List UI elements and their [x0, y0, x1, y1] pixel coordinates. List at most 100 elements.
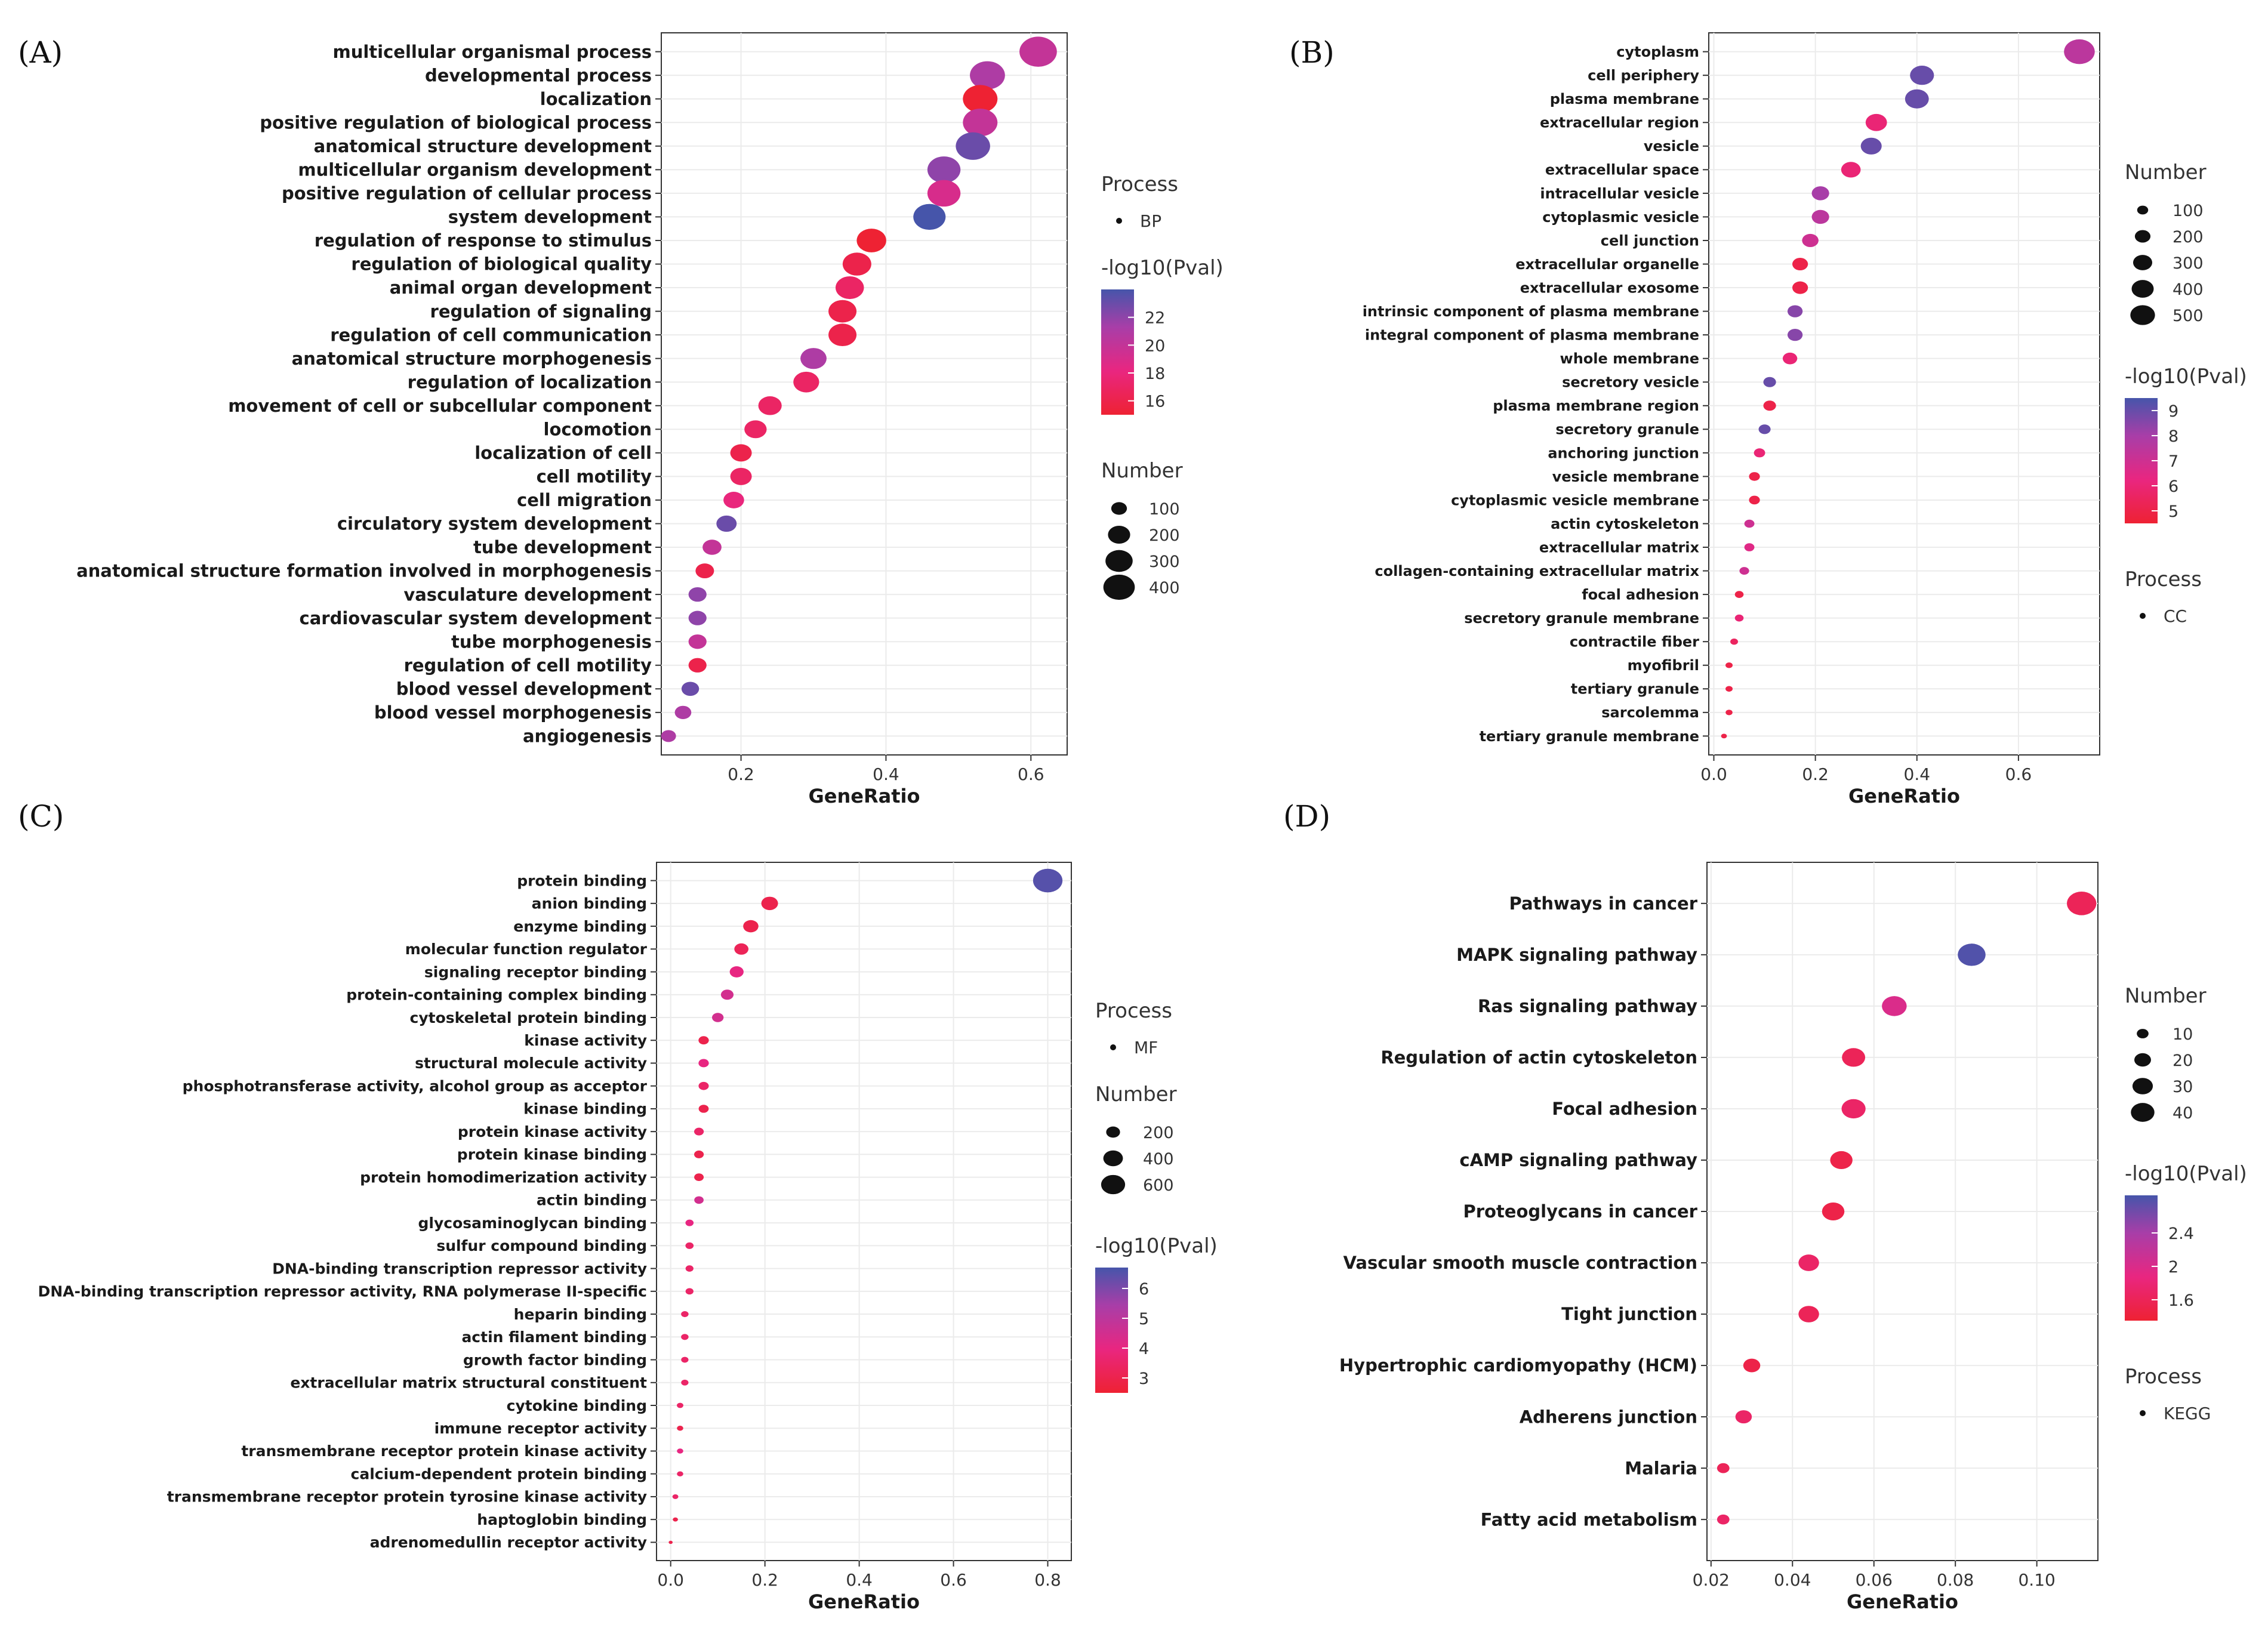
legend-size-key	[1111, 502, 1127, 515]
category-label: cytoplasmic vesicle	[1542, 209, 1699, 226]
legend-size-key	[1103, 574, 1135, 600]
legend-size-label: 200	[1149, 526, 1180, 545]
category-label: contractile fiber	[1570, 634, 1699, 650]
data-point	[729, 966, 744, 978]
legend-process-key	[2140, 613, 2146, 619]
legend-color-title: -log10(Pval)	[1101, 256, 1224, 280]
category-label: cAMP signaling pathway	[1459, 1150, 1697, 1170]
legend-size-key	[1101, 1174, 1126, 1195]
data-point	[927, 180, 961, 207]
legend-colorbar	[1101, 289, 1134, 415]
legend-size-key	[2133, 255, 2153, 270]
category-label: Ras signaling pathway	[1478, 996, 1697, 1016]
data-point	[1735, 1410, 1752, 1424]
data-point	[1782, 352, 1798, 365]
data-point	[1798, 1254, 1819, 1271]
data-point	[835, 276, 864, 300]
data-point	[2067, 892, 2097, 915]
legend-size-key	[2131, 280, 2154, 298]
category-label: kinase activity	[524, 1032, 647, 1049]
legend-process-key	[1116, 218, 1122, 224]
data-point	[688, 658, 707, 673]
legend-size-key	[2134, 230, 2151, 243]
data-point	[800, 348, 827, 369]
data-point	[716, 515, 737, 532]
legend-size-key	[2131, 1103, 2155, 1122]
legend-process-title: Process	[2125, 568, 2202, 591]
category-label: growth factor binding	[463, 1351, 647, 1368]
legend-size-key	[2137, 1029, 2149, 1038]
colorbar-label: 18	[1145, 365, 1165, 383]
data-point	[1882, 996, 1907, 1016]
data-point	[913, 204, 946, 230]
category-label: enzyme binding	[513, 918, 647, 935]
x-axis-label: GeneRatio	[808, 1590, 920, 1613]
data-point	[1734, 591, 1744, 598]
legend-size-label: 500	[2173, 307, 2204, 325]
data-point	[1841, 1099, 1866, 1119]
category-label: protein binding	[517, 872, 647, 889]
category-label: vesicle	[1644, 138, 1699, 155]
category-label: glycosaminoglycan binding	[418, 1214, 647, 1232]
colorbar-label: 2.4	[2168, 1225, 2194, 1243]
category-label: molecular function regulator	[405, 941, 648, 958]
colorbar-label: 22	[1145, 309, 1165, 328]
colorbar-label: 7	[2168, 452, 2178, 471]
data-point	[1792, 257, 1808, 271]
data-point	[1725, 686, 1733, 692]
x-tick-label: 0.2	[751, 1570, 778, 1590]
category-label: signaling receptor binding	[424, 963, 647, 980]
category-label: extracellular matrix	[1539, 539, 1700, 556]
legend-size-key	[1103, 1150, 1123, 1167]
category-label: cell junction	[1601, 232, 1699, 249]
category-label: cytoplasmic vesicle membrane	[1451, 492, 1699, 508]
legend-size-label: 300	[2173, 254, 2204, 273]
category-label: myofibril	[1628, 657, 1699, 674]
data-point	[694, 1150, 704, 1158]
data-point	[698, 1081, 709, 1090]
data-point	[1787, 328, 1803, 341]
category-label: protein homodimerization activity	[360, 1168, 647, 1186]
category-label: blood vessel development	[396, 679, 652, 699]
category-label: blood vessel morphogenesis	[374, 702, 652, 723]
legend-size-key	[1108, 526, 1130, 544]
category-label: collagen-containing extracellular matrix	[1375, 563, 1699, 579]
panel-a: (A) 0.2 0.4 0.6 multicellular organismal pro…	[18, 32, 1224, 807]
category-label: sarcolemma	[1601, 704, 1699, 721]
legend-size-label: 40	[2173, 1104, 2193, 1123]
category-label: Focal adhesion	[1552, 1099, 1697, 1119]
data-point	[688, 634, 707, 649]
colorbar-label: 16	[1145, 393, 1165, 411]
legend-size-label: 30	[2173, 1078, 2193, 1096]
category-label: anatomical structure morphogenesis	[292, 349, 652, 369]
data-point	[1763, 400, 1776, 411]
data-point	[963, 108, 998, 137]
x-tick-label: 0.8	[1034, 1570, 1061, 1590]
category-label: integral component of plasma membrane	[1365, 327, 1699, 344]
category-label: phosphotransferase activity, alcohol gro…	[183, 1077, 648, 1094]
data-point	[744, 420, 767, 439]
category-label: cardiovascular system development	[300, 608, 652, 628]
category-label: locomotion	[544, 419, 652, 439]
colorbar-label: 9	[2168, 402, 2178, 421]
x-tick-label: 0.02	[1693, 1570, 1730, 1590]
category-label: extracellular space	[1545, 162, 1699, 178]
category-label: positive regulation of biological proces…	[260, 112, 652, 132]
x-tick-label: 0.06	[1856, 1570, 1893, 1590]
data-point	[1860, 137, 1882, 155]
data-point	[730, 467, 752, 485]
category-label: sulfur compound binding	[436, 1237, 647, 1254]
category-label: plasma membrane	[1550, 91, 1699, 107]
legend-process-label: BP	[1140, 211, 1161, 231]
legend-color-title: -log10(Pval)	[1095, 1234, 1218, 1258]
data-point	[1754, 448, 1765, 458]
data-point	[1802, 233, 1819, 248]
legend-size-key	[2132, 1078, 2153, 1094]
category-label: intrinsic component of plasma membrane	[1363, 303, 1699, 320]
data-point	[743, 920, 759, 933]
legend-size-title: Number	[2125, 161, 2207, 184]
data-point	[1822, 1202, 1845, 1221]
category-label: DNA-binding transcription repressor acti…	[38, 1283, 647, 1300]
x-tick-label: 0.0	[1700, 764, 1727, 784]
category-label: multicellular organismal process	[333, 42, 652, 62]
